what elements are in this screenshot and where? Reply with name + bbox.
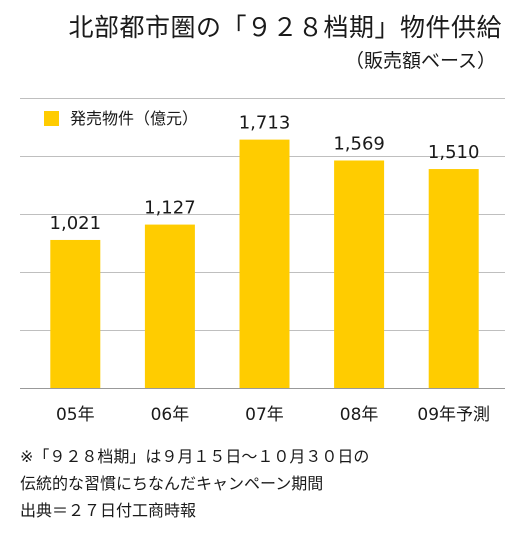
chart-title: 北部都市圏の「９２８档期」物件供給 — [68, 13, 502, 42]
chart-subtitle: （販売額ベース） — [344, 50, 496, 72]
bar — [50, 239, 101, 388]
value-labels: 1,021 1,127 1,713 1,569 1,510 — [50, 113, 480, 234]
bar — [239, 139, 290, 388]
bar-chart: 1,021 1,127 1,713 1,569 1,510 05年 06年 07年 08年 09… — [20, 98, 505, 425]
footnote-line: 伝統的な習慣にちなんだキャンペーン期間 — [20, 474, 324, 493]
legend-swatch — [44, 111, 59, 126]
value-label: 1,713 — [239, 113, 291, 134]
x-tick-label: 07年 — [245, 405, 284, 425]
legend-label: 発売物件（億元） — [70, 109, 198, 128]
x-tick-label: 05年 — [56, 405, 95, 425]
x-tick-labels: 05年 06年 07年 08年 09年予測 — [56, 405, 490, 425]
bar — [428, 169, 479, 388]
x-tick-label: 09年予測 — [417, 405, 490, 425]
legend: 発売物件（億元） — [44, 109, 198, 128]
footnote-line: ※「９２８档期」は９月１５日〜１０月３０日の — [20, 447, 370, 466]
bar — [334, 160, 385, 388]
value-label: 1,569 — [333, 133, 385, 154]
source-line: 出典＝２７日付工商時報 — [20, 501, 197, 520]
x-tick-label: 06年 — [151, 405, 190, 425]
footnotes: ※「９２８档期」は９月１５日〜１０月３０日の 伝統的な習慣にちなんだキャンペーン… — [20, 443, 369, 524]
value-label: 1,127 — [144, 198, 196, 219]
bar — [144, 224, 195, 388]
x-tick-label: 08年 — [340, 405, 379, 425]
bars — [50, 139, 479, 388]
value-label: 1,021 — [50, 213, 102, 234]
value-label: 1,510 — [428, 142, 480, 163]
